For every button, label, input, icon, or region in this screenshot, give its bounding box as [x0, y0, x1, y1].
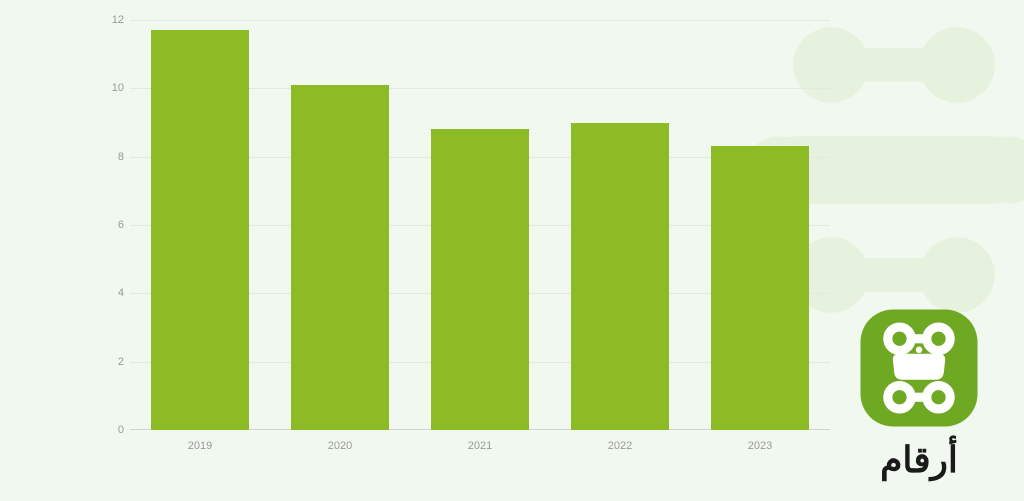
bar-slot: 2023	[690, 20, 830, 430]
x-tick-label: 2021	[468, 440, 492, 452]
x-tick-label: 2022	[608, 440, 632, 452]
brand-logo-icon	[854, 303, 984, 433]
bar	[291, 85, 389, 430]
bar-slot: 2021	[410, 20, 550, 430]
x-tick-label: 2019	[188, 440, 212, 452]
y-tick-label: 8	[100, 151, 124, 163]
bar	[571, 123, 669, 431]
y-tick-label: 12	[100, 14, 124, 26]
bar-chart: 024681012 20192020202120222023	[100, 20, 840, 460]
y-tick-label: 6	[100, 219, 124, 231]
bar	[151, 30, 249, 430]
y-tick-label: 0	[100, 424, 124, 436]
y-tick-label: 10	[100, 82, 124, 94]
x-tick-label: 2023	[748, 440, 772, 452]
brand-wordmark: أرقام	[880, 439, 958, 481]
bars-container: 20192020202120222023	[130, 20, 830, 430]
bar	[711, 146, 809, 430]
brand-logo-block: أرقام	[854, 303, 984, 481]
bar-slot: 2019	[130, 20, 270, 430]
y-tick-label: 4	[100, 287, 124, 299]
bar-slot: 2022	[550, 20, 690, 430]
bar	[431, 129, 529, 430]
bar-slot: 2020	[270, 20, 410, 430]
x-tick-label: 2020	[328, 440, 352, 452]
y-tick-label: 2	[100, 356, 124, 368]
